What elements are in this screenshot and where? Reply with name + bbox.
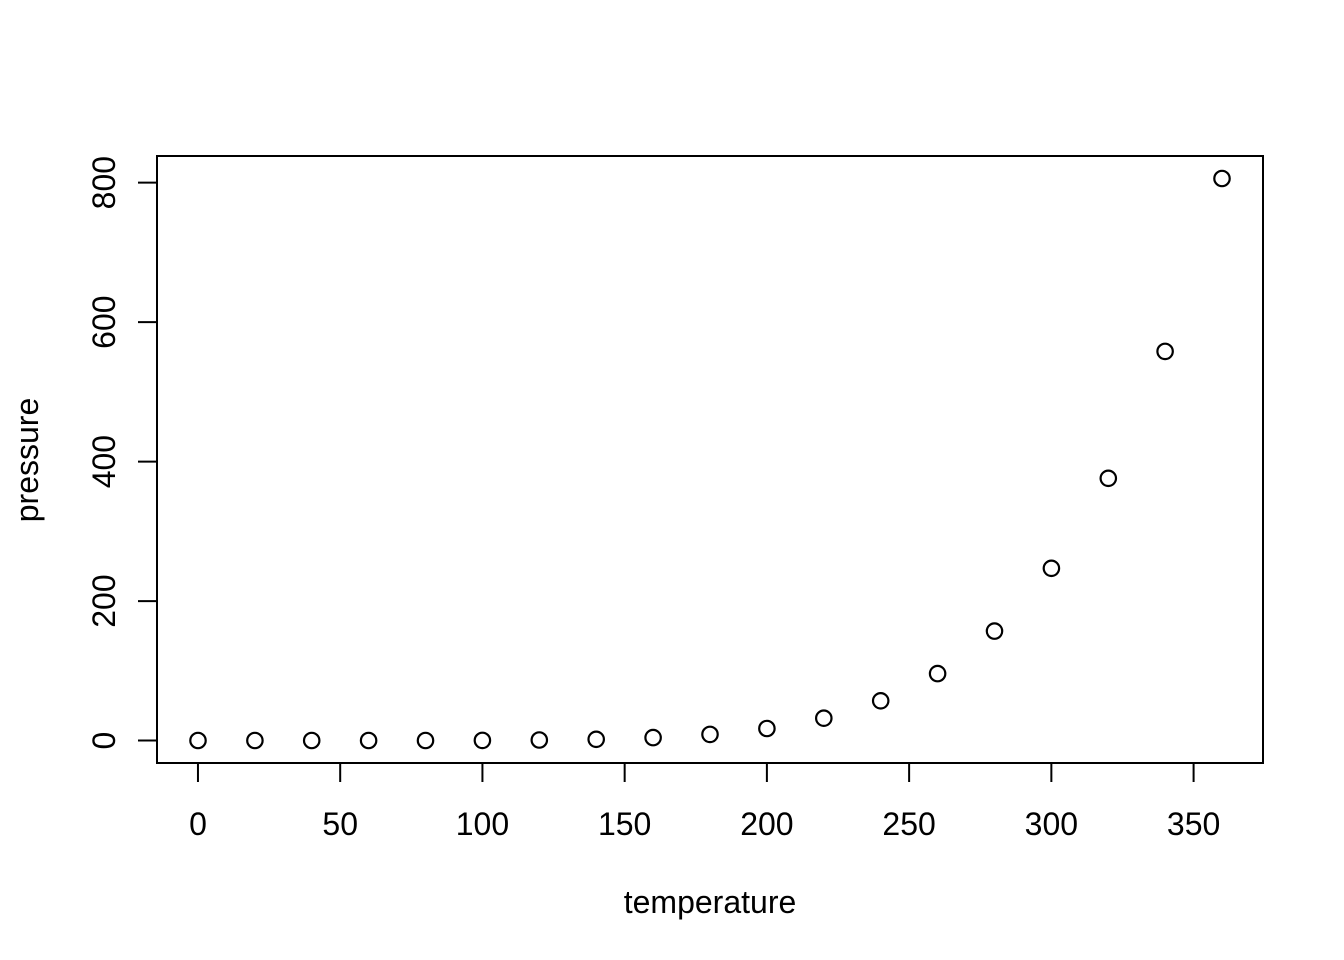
x-tick-label: 250 [882,806,935,842]
data-point [530,731,549,749]
y-tick-label: 800 [86,156,122,209]
data-point [189,731,207,750]
x-tick-label: 100 [456,806,509,842]
y-tick-label: 200 [86,574,122,627]
x-tick-label: 300 [1025,806,1078,842]
data-point [416,731,435,750]
data-point [1156,342,1174,361]
data-point [1213,169,1231,188]
y-axis: 0 200 400 600 800 [86,156,157,749]
x-tick-label: 350 [1167,806,1220,842]
data-point [644,728,662,747]
data-point [1099,469,1118,488]
x-tick-label: 200 [740,806,793,842]
data-point [928,664,947,683]
y-tick-label: 600 [86,295,122,348]
y-axis-title: pressure [9,398,45,523]
data-point [871,691,890,710]
data-point [587,730,605,749]
data-point [1042,559,1061,578]
x-tick-label: 150 [598,806,651,842]
data-point [758,719,776,738]
y-tick-label: 400 [86,435,122,488]
data-point [985,622,1004,640]
data-point [814,709,833,727]
data-point [473,731,492,750]
data-point [701,725,719,744]
data-point [302,731,321,750]
y-tick-label: 0 [86,732,122,750]
x-tick-label: 0 [189,806,207,842]
x-axis: 0 50 100 150 200 250 300 350 [189,763,1220,842]
data-point [359,731,378,750]
x-axis-title: temperature [624,884,797,920]
plot-border [156,155,1264,764]
data-point [246,731,264,750]
x-tick-label: 50 [322,806,358,842]
data-points-layer [189,169,1231,750]
